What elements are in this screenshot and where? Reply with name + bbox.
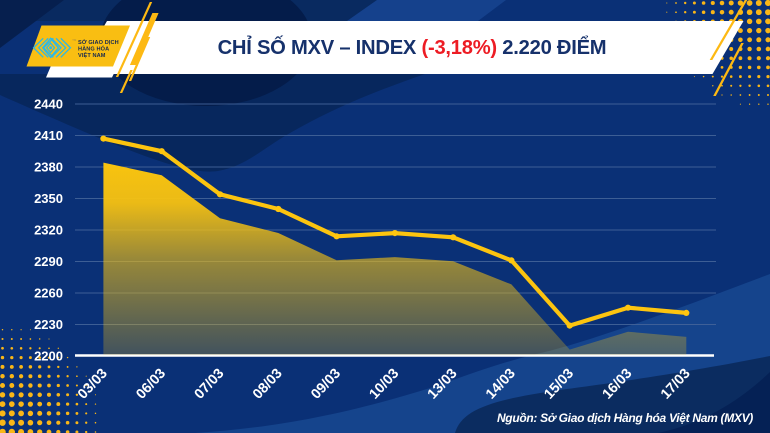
svg-text:2290: 2290 xyxy=(34,254,63,269)
svg-text:Nguồn: Sở Giao dịch Hàng hóa V: Nguồn: Sở Giao dịch Hàng hóa Việt Nam (M… xyxy=(497,411,753,425)
svg-text:2440: 2440 xyxy=(34,97,63,112)
svg-text:SỞ GIAO DỊCH: SỞ GIAO DỊCH xyxy=(78,39,119,46)
svg-text:2200: 2200 xyxy=(34,349,63,364)
svg-text:TM: TM xyxy=(72,38,77,42)
svg-text:2380: 2380 xyxy=(34,160,63,175)
svg-text:VIỆT NAM: VIỆT NAM xyxy=(78,51,106,59)
svg-text:CHỈ SỐ MXV – INDEX (-3,18%) 2.: CHỈ SỐ MXV – INDEX (-3,18%) 2.220 ĐIỂM xyxy=(218,35,607,59)
svg-text:2230: 2230 xyxy=(34,317,63,332)
svg-text:2260: 2260 xyxy=(34,286,63,301)
svg-text:2320: 2320 xyxy=(34,223,63,238)
svg-text:HÀNG HÓA: HÀNG HÓA xyxy=(78,44,109,52)
svg-text:2350: 2350 xyxy=(34,191,63,206)
svg-text:2410: 2410 xyxy=(34,128,63,143)
